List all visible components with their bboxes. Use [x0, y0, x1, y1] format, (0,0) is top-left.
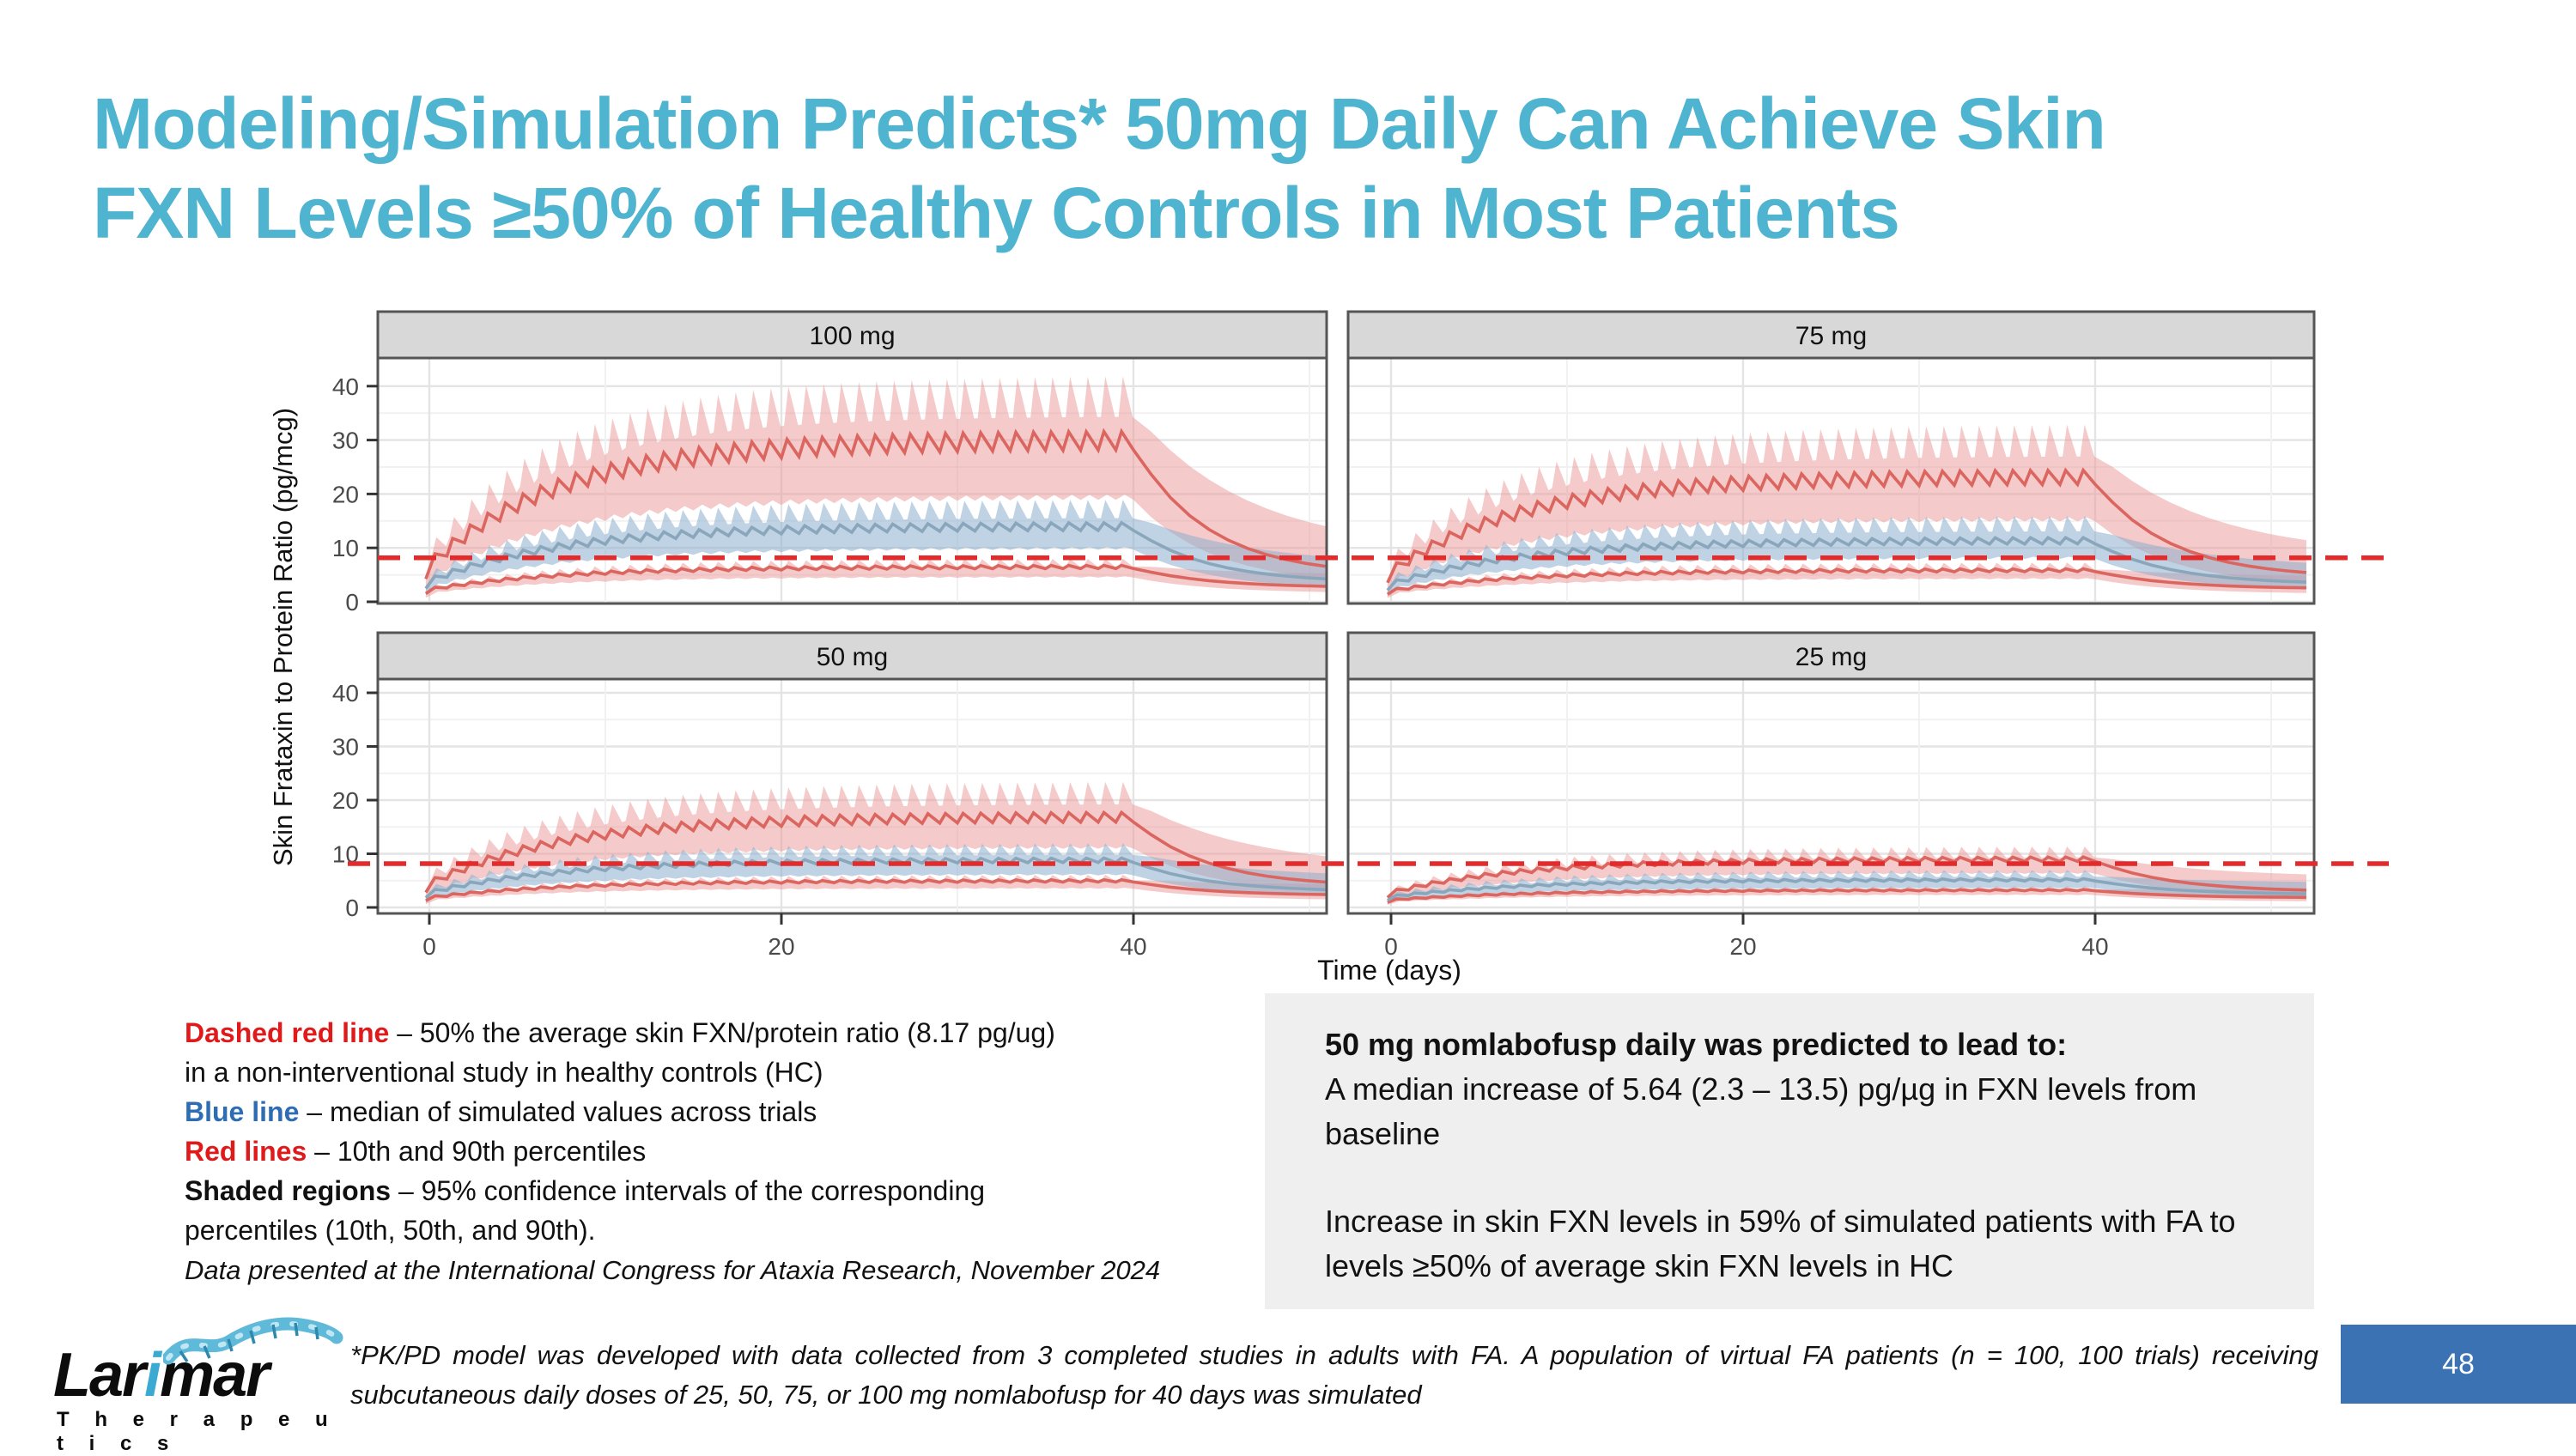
facet-header-label: 50 mg	[817, 643, 888, 671]
panel-25mg: 25 mg 0 20 40	[1346, 631, 2316, 960]
y-tick-label: 20	[332, 787, 359, 814]
line-90th-percentile	[1386, 467, 2307, 584]
facet-header-label: 100 mg	[809, 322, 895, 350]
x-tick-label: 40	[2081, 933, 2108, 960]
line-10th-percentile	[1386, 567, 2307, 596]
prediction-summary-body2: Increase in skin FXN levels in 59% of si…	[1325, 1204, 2236, 1283]
legend-term: Dashed red line	[185, 1017, 390, 1048]
ci-band-median	[425, 843, 1326, 903]
legend-term: Shaded regions	[185, 1175, 392, 1206]
line-median	[424, 520, 1326, 590]
prediction-summary-heading: 50 mg nomlabofusp daily was predicted to…	[1325, 1027, 2068, 1062]
line-90th-percentile	[1386, 855, 2307, 899]
logo-subtitle: T h e r a p e u t i c s	[57, 1408, 338, 1455]
chart-legend-key: Dashed red line – 50% the average skin F…	[185, 1013, 1292, 1250]
y-tick-label: 0	[345, 895, 359, 921]
ci-band-median	[1387, 515, 2306, 597]
legend-text: – 95% confidence intervals of the corres…	[391, 1175, 986, 1206]
line-90th-percentile	[424, 428, 1326, 580]
x-tick-label: 20	[1729, 933, 1756, 960]
y-tick-label: 30	[332, 428, 359, 454]
line-90th-percentile	[424, 810, 1326, 894]
panel-75mg: 75 mg	[1346, 310, 2316, 605]
legend-term: Blue line	[185, 1096, 300, 1127]
legend-text: – median of simulated values across tria…	[299, 1096, 817, 1127]
facet-header-label: 25 mg	[1795, 643, 1867, 671]
legend-text: – 10th and 90th percentiles	[307, 1136, 647, 1167]
ci-band-90th	[1387, 424, 2306, 593]
line-median	[424, 856, 1326, 899]
ci-band-90th	[425, 376, 1326, 592]
prediction-summary-body1: A median increase of 5.64 (2.3 – 13.5) p…	[1325, 1071, 2197, 1151]
larimar-logo: Larimar T h e r a p e u t i c s	[53, 1317, 345, 1455]
y-tick-label: 40	[332, 680, 359, 707]
y-tick-label: 0	[345, 589, 359, 616]
legend-line: Red lines – 10th and 90th percentiles	[185, 1131, 1292, 1171]
y-tick-label: 40	[332, 373, 359, 400]
prediction-summary-box: 50 mg nomlabofusp daily was predicted to…	[1265, 993, 2314, 1309]
x-tick-label: 40	[1120, 933, 1146, 960]
ci-band-median	[1387, 870, 2306, 904]
facet-header	[1346, 631, 2316, 681]
helix-icon	[163, 1317, 343, 1365]
facet-header	[1346, 310, 2316, 360]
slide-title-line2: FXN Levels ≥50% of Healthy Controls in M…	[93, 173, 1900, 253]
y-tick-label: 20	[332, 481, 359, 507]
legend-line: Dashed red line – 50% the average skin F…	[185, 1013, 1292, 1053]
data-attribution: Data presented at the International Cong…	[185, 1255, 1161, 1285]
x-tick-label: 0	[1384, 933, 1398, 960]
legend-line: percentiles (10th, 50th, and 90th).	[185, 1210, 1292, 1250]
panel-100mg: 100 mg 0 10 20 30 40	[332, 310, 1328, 616]
legend-line: in a non-interventional study in healthy…	[185, 1053, 1292, 1092]
page-number-badge: 48	[2341, 1325, 2576, 1404]
line-10th-percentile	[425, 877, 1326, 902]
line-median	[1387, 877, 2307, 902]
x-axis-label: Time (days)	[1317, 955, 1461, 986]
logo-blue-i: i	[144, 1341, 161, 1410]
line-10th-percentile	[1387, 888, 2307, 904]
x-tick-label: 0	[422, 933, 436, 960]
ci-band-90th	[425, 781, 1326, 901]
y-axis-label: Skin Frataxin to Protein Ratio (pg/mcg)	[268, 407, 298, 867]
y-tick-label: 10	[332, 535, 359, 561]
facet-header	[376, 310, 1328, 360]
x-tick-label: 20	[768, 933, 794, 960]
ci-band-median	[425, 500, 1326, 596]
slide-title-line1: Modeling/Simulation Predicts* 50mg Daily…	[93, 83, 2106, 164]
legend-text: – 50% the average skin FXN/protein ratio…	[389, 1017, 1055, 1048]
legend-text: percentiles (10th, 50th, and 90th).	[185, 1215, 596, 1246]
slide-title: Modeling/Simulation Predicts* 50mg Daily…	[93, 79, 2531, 258]
legend-text: in a non-interventional study in healthy…	[185, 1057, 823, 1088]
footnote-text: *PK/PD model was developed with data col…	[350, 1340, 2318, 1410]
facet-header	[376, 631, 1328, 681]
y-tick-label: 30	[332, 734, 359, 761]
line-10th-percentile	[424, 563, 1326, 595]
legend-line: Blue line – median of simulated values a…	[185, 1092, 1292, 1131]
page-number: 48	[2442, 1347, 2475, 1380]
spacer	[1325, 1156, 2280, 1199]
legend-term: Red lines	[185, 1136, 307, 1167]
legend-line: Shaded regions – 95% confidence interval…	[185, 1171, 1292, 1210]
facet-header-label: 75 mg	[1795, 322, 1867, 350]
line-median	[1386, 535, 2307, 592]
